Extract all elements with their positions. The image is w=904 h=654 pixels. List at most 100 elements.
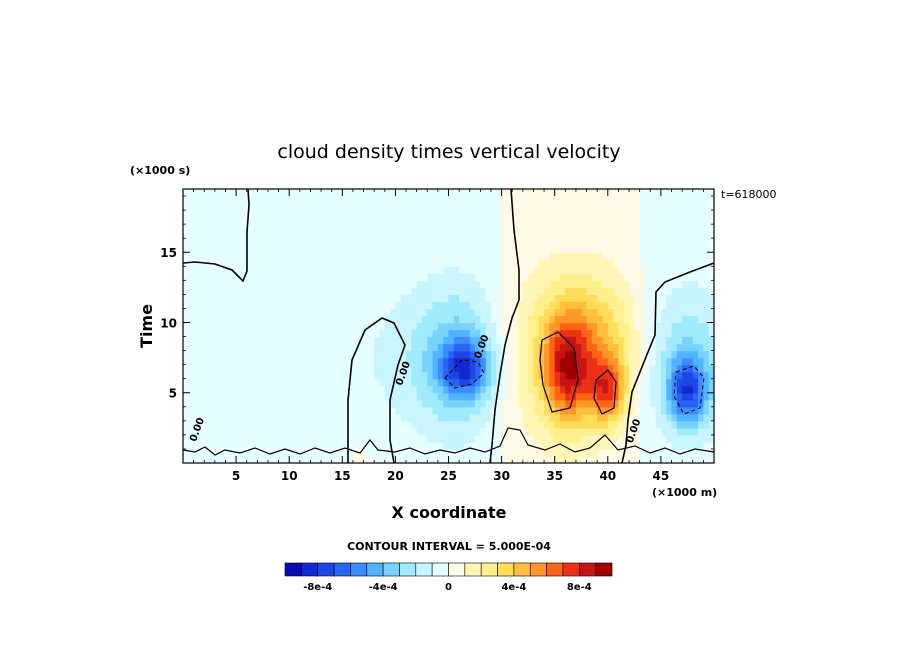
heatmap-cell	[336, 434, 343, 443]
heatmap-cell	[368, 385, 375, 394]
heatmap-cell	[321, 329, 327, 338]
heatmap-cell	[342, 336, 349, 345]
heatmap-cell	[347, 399, 354, 408]
heatmap-cell	[246, 329, 253, 338]
heatmap-cell	[682, 231, 689, 239]
heatmap-cell	[283, 406, 290, 415]
heatmap-cell	[352, 238, 359, 246]
heatmap-cell	[490, 448, 497, 457]
heatmap-cell	[613, 364, 620, 373]
heatmap-cell	[560, 392, 566, 401]
heatmap-cell	[682, 252, 689, 260]
heatmap-cell	[623, 336, 630, 345]
heatmap-cell	[469, 273, 476, 281]
heatmap-cell	[666, 406, 673, 415]
heatmap-cell	[305, 315, 312, 324]
heatmap-cell	[363, 343, 370, 352]
heatmap-cell	[554, 308, 561, 317]
heatmap-cell	[437, 189, 444, 197]
heatmap-cell	[607, 287, 614, 295]
heatmap-cell	[538, 301, 545, 310]
heatmap-cell	[597, 378, 604, 387]
heatmap-cell	[692, 329, 699, 338]
heatmap-cell	[629, 252, 635, 260]
heatmap-cell	[591, 406, 598, 415]
heatmap-cell	[448, 322, 455, 331]
heatmap-cell	[708, 210, 714, 218]
heatmap-cell	[560, 280, 566, 288]
heatmap-cell	[597, 245, 604, 253]
heatmap-cell	[666, 357, 673, 366]
heatmap-cell	[363, 294, 370, 303]
heatmap-cell	[262, 266, 269, 274]
heatmap-cell	[384, 224, 391, 232]
heatmap-cell	[331, 259, 338, 267]
heatmap-cell	[384, 427, 391, 436]
heatmap-cell	[570, 434, 577, 443]
heatmap-cell	[294, 259, 301, 267]
heatmap-cell	[506, 231, 513, 239]
heatmap-cell	[416, 413, 423, 422]
colorbar-swatch	[317, 562, 335, 577]
heatmap-cell	[660, 238, 667, 246]
heatmap-cell	[305, 350, 312, 359]
heatmap-cell	[581, 406, 588, 415]
heatmap-cell	[469, 315, 476, 324]
heatmap-cell	[597, 224, 604, 232]
heatmap-cell	[575, 329, 582, 338]
heatmap-cell	[236, 350, 243, 359]
heatmap-cell	[283, 196, 290, 204]
heatmap-cell	[390, 329, 396, 338]
heatmap-cell	[204, 238, 211, 246]
heatmap-cell	[342, 231, 349, 239]
heatmap-cell	[363, 245, 370, 253]
heatmap-cell	[273, 329, 280, 338]
heatmap-cell	[427, 336, 434, 345]
heatmap-cell	[347, 189, 354, 197]
heatmap-cell	[506, 350, 513, 359]
heatmap-cell	[496, 434, 503, 443]
heatmap-cell	[390, 231, 396, 239]
heatmap-cell	[267, 252, 274, 260]
heatmap-cell	[411, 441, 418, 450]
heatmap-cell	[246, 238, 253, 246]
heatmap-cell	[501, 259, 508, 267]
heatmap-cell	[225, 343, 232, 352]
heatmap-cell	[236, 252, 243, 260]
heatmap-cell	[342, 280, 349, 288]
heatmap-cell	[395, 434, 402, 443]
heatmap-cell	[188, 231, 195, 239]
heatmap-cell	[480, 203, 487, 211]
heatmap-cell	[512, 280, 519, 288]
heatmap-cell	[310, 455, 317, 463]
heatmap-cell	[310, 266, 317, 274]
heatmap-cell	[262, 259, 269, 267]
heatmap-cell	[257, 280, 264, 288]
heatmap-cell	[374, 259, 381, 267]
heatmap-cell	[395, 364, 402, 373]
heatmap-cell	[400, 294, 407, 303]
heatmap-cell	[241, 406, 248, 415]
heatmap-cell	[331, 350, 338, 359]
heatmap-cell	[544, 364, 550, 373]
heatmap-cell	[204, 266, 211, 274]
heatmap-cell	[602, 273, 609, 281]
heatmap-cell	[310, 294, 317, 303]
heatmap-cell	[644, 364, 651, 373]
heatmap-cell	[692, 287, 699, 295]
heatmap-cell	[602, 357, 609, 366]
heatmap-cell	[193, 294, 200, 303]
heatmap-cell	[459, 343, 466, 352]
heatmap-cell	[655, 329, 662, 338]
heatmap-cell	[586, 427, 593, 436]
heatmap-cell	[257, 322, 264, 331]
heatmap-cell	[384, 287, 391, 295]
heatmap-cell	[570, 371, 577, 380]
heatmap-cell	[352, 280, 359, 288]
heatmap-cell	[204, 196, 211, 204]
heatmap-cell	[554, 322, 561, 331]
heatmap-cell	[310, 322, 317, 331]
heatmap-cell	[475, 329, 481, 338]
heatmap-cell	[544, 455, 550, 463]
heatmap-cell	[560, 217, 566, 225]
